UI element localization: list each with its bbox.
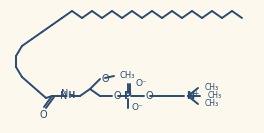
Text: CH₃: CH₃ [205,99,219,109]
Text: N: N [60,91,68,101]
Text: H: H [68,90,74,99]
Text: H: H [67,92,73,101]
Text: O⁻: O⁻ [132,103,144,113]
Text: O: O [146,91,154,101]
Text: CH₃: CH₃ [208,92,222,101]
Text: O: O [39,110,47,120]
Text: CH₃: CH₃ [205,84,219,92]
Text: P: P [124,91,132,101]
Text: O: O [102,74,110,84]
Text: N: N [186,91,194,101]
Text: O: O [114,91,122,101]
Text: O⁻: O⁻ [136,80,148,88]
Text: N: N [61,89,69,99]
Text: +: + [192,90,198,99]
Text: CH₃: CH₃ [119,72,134,80]
